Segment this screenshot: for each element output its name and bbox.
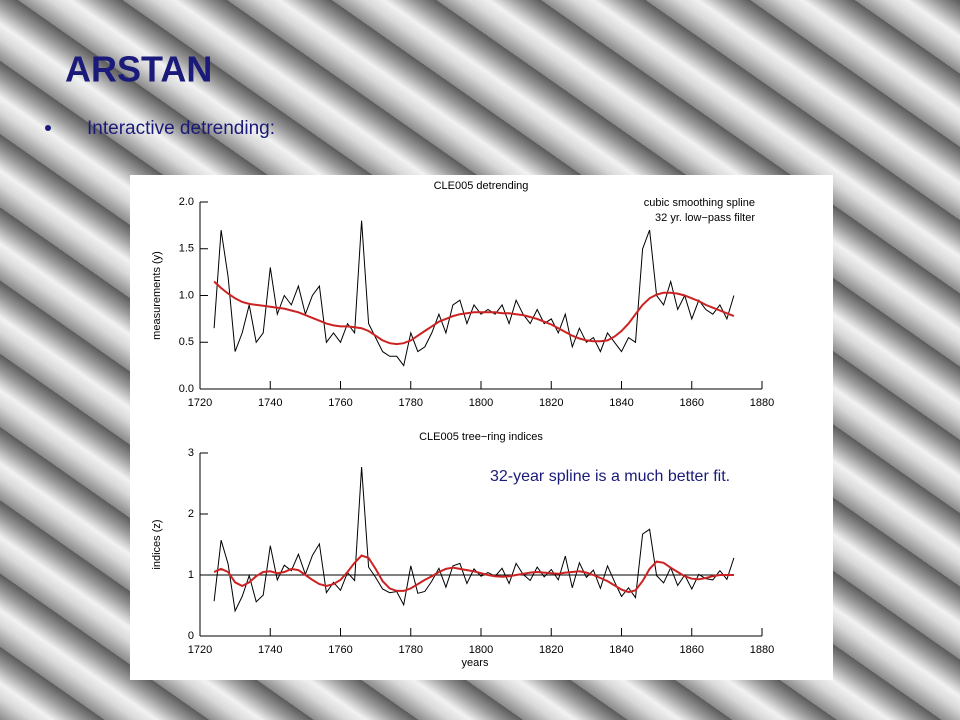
x-tick-label: 1760 xyxy=(328,397,352,409)
y-tick-label: 0.0 xyxy=(179,383,194,395)
y-tick-label: 1.0 xyxy=(179,289,194,301)
chart-panel xyxy=(130,175,833,680)
y-axis-label: indices (z) xyxy=(151,519,163,569)
y-tick-label: 0.5 xyxy=(179,336,194,348)
annotation: 32-year spline is a much better fit. xyxy=(490,468,730,485)
x-tick-label: 1720 xyxy=(188,397,212,409)
x-tick-label: 1860 xyxy=(680,644,704,656)
chart-title: CLE005 tree−ring indices xyxy=(419,431,543,443)
x-tick-label: 1740 xyxy=(258,397,282,409)
x-tick-label: 1760 xyxy=(328,644,352,656)
data-line xyxy=(213,280,735,346)
x-tick-label: 1820 xyxy=(539,397,563,409)
x-tick-label: 1800 xyxy=(469,397,493,409)
y-tick-label: 2 xyxy=(188,508,194,520)
bullet-text: Interactive detrending: xyxy=(87,118,275,139)
data-line xyxy=(213,466,735,613)
x-tick-label: 1800 xyxy=(469,644,493,656)
x-tick-label: 1880 xyxy=(750,644,774,656)
x-tick-label: 1720 xyxy=(188,644,212,656)
bullet-dot xyxy=(45,125,51,131)
x-tick-label: 1820 xyxy=(539,644,563,656)
x-tick-label: 1740 xyxy=(258,644,282,656)
y-tick-label: 1 xyxy=(188,569,194,581)
x-tick-label: 1840 xyxy=(609,397,633,409)
x-tick-label: 1860 xyxy=(680,397,704,409)
chart-title: CLE005 detrending xyxy=(434,180,529,192)
x-tick-label: 1880 xyxy=(750,397,774,409)
data-line xyxy=(213,220,735,367)
y-tick-label: 2.0 xyxy=(179,196,194,208)
y-tick-label: 0 xyxy=(188,630,194,642)
y-tick-label: 1.5 xyxy=(179,243,194,255)
data-line xyxy=(213,554,734,594)
x-tick-label: 1780 xyxy=(399,644,423,656)
y-tick-label: 3 xyxy=(188,447,194,459)
x-axis-label: years xyxy=(462,657,489,669)
y-axis-label: measurements (y) xyxy=(151,251,163,340)
x-tick-label: 1780 xyxy=(399,397,423,409)
x-tick-label: 1840 xyxy=(609,644,633,656)
slide-title: ARSTAN xyxy=(65,49,212,90)
annotation: 32 yr. low−pass filter xyxy=(655,212,755,224)
annotation: cubic smoothing spline xyxy=(644,197,755,209)
